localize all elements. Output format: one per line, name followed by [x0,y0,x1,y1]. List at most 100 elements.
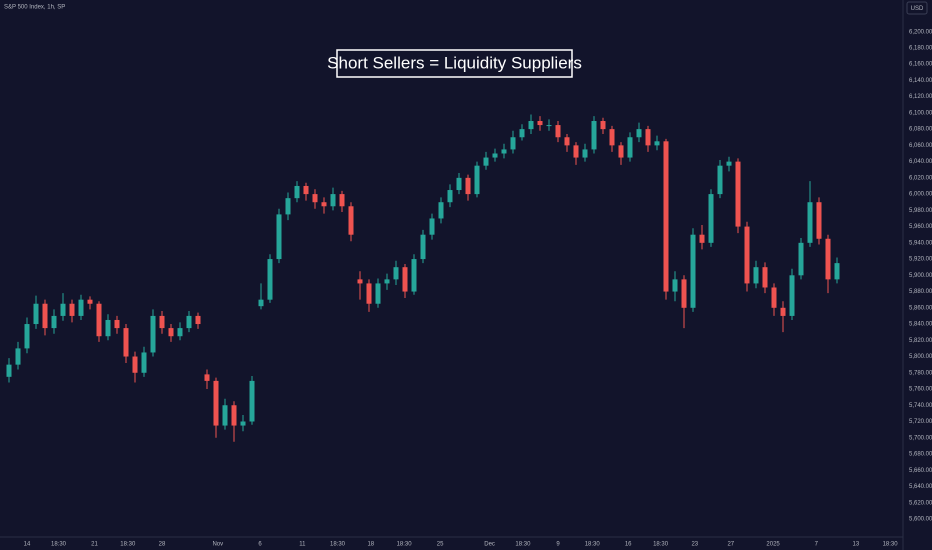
y-tick-label: 5,640.00 [909,484,932,490]
candle-body [159,315,165,329]
candle-body [465,177,471,195]
candle-body [384,279,390,284]
candle-body [123,328,129,357]
candle-body [834,263,840,280]
y-tick-label: 5,820.00 [909,338,932,344]
candle-body [105,319,111,337]
y-tick-label: 5,620.00 [909,500,932,506]
x-tick-label: 23 [691,542,698,548]
candle-body [258,299,264,307]
candle-body [168,328,174,337]
candle-body [141,352,147,373]
candle-body [348,206,354,235]
candle-body [645,129,651,146]
candle-body [753,267,759,284]
y-tick-label: 5,920.00 [909,257,932,263]
candle-body [807,202,813,243]
candle-body [114,319,120,329]
candle-body [204,374,210,381]
candle-body [708,194,714,243]
candle-body [762,267,768,288]
candle-body [618,145,624,158]
candle-body [699,234,705,243]
y-tick-label: 5,940.00 [909,240,932,246]
x-tick-label: 18:30 [51,542,67,548]
candle-body [591,121,597,150]
candle-body [249,380,255,422]
x-tick-label: 25 [437,542,444,548]
candle-body [402,267,408,292]
x-tick-label: 2025 [766,542,780,548]
candle-body [438,202,444,219]
candle-body [510,137,516,150]
candle-body [429,218,435,235]
candle-body [420,234,426,260]
x-tick-label: 28 [159,542,166,548]
x-tick-label: 14 [24,542,31,548]
y-tick-label: 5,880.00 [909,289,932,295]
candle-body [375,283,381,304]
candle-body [771,287,777,308]
candle-body [240,421,246,426]
candle-body [312,194,318,203]
y-tick-label: 5,840.00 [909,322,932,328]
candle-body [663,141,669,292]
candle-body [456,177,462,191]
y-tick-label: 6,100.00 [909,110,932,116]
candle-body [42,303,48,329]
candle-body [789,275,795,316]
symbol-header: S&P 500 Index, 1h, SP [4,5,65,11]
x-tick-label: 18 [367,542,374,548]
candle-body [672,279,678,292]
x-tick-label: 11 [299,542,306,548]
candle-body [798,242,804,276]
y-tick-label: 5,960.00 [909,224,932,230]
y-tick-label: 6,200.00 [909,29,932,35]
candle-body [51,315,57,329]
y-tick-label: 5,600.00 [909,517,932,523]
candle-body [627,137,633,158]
x-tick-label: 18:30 [883,542,899,548]
y-tick-label: 6,000.00 [909,192,932,198]
chart-title: Short Sellers = Liquidity Suppliers [327,53,582,72]
candle-body [96,303,102,337]
currency-box [906,1,928,15]
y-tick-label: 5,700.00 [909,435,932,441]
x-tick-label: 9 [556,542,560,548]
x-tick-label: Dec [484,542,495,548]
candle-body [294,185,300,199]
y-tick-label: 6,020.00 [909,175,932,181]
candle-body [474,165,480,195]
candle-body [393,267,399,280]
candle-body [690,234,696,308]
candle-body [735,161,741,227]
y-tick-label: 5,660.00 [909,468,932,474]
y-tick-label: 5,900.00 [909,273,932,279]
x-tick-label: 6 [258,542,262,548]
y-tick-label: 5,740.00 [909,403,932,409]
candle-body [726,161,732,166]
candle-body [78,299,84,316]
candle-body [33,303,39,325]
x-tick-label: 18:30 [585,542,601,548]
candle-body [816,202,822,239]
y-tick-label: 5,680.00 [909,452,932,458]
candle-body [60,303,66,316]
y-tick-label: 6,160.00 [909,62,932,68]
candle-body [600,121,606,130]
candle-body [492,153,498,158]
y-tick-label: 5,760.00 [909,387,932,393]
candle-body [177,328,183,337]
y-tick-label: 6,060.00 [909,143,932,149]
x-tick-label: 18:30 [515,542,531,548]
candle-body [231,405,237,426]
x-tick-label: 18:30 [120,542,136,548]
candle-body [573,145,579,158]
candle-body [330,194,336,207]
candle-body [132,356,138,373]
x-tick-label: 7 [815,542,819,548]
candle-body [15,348,21,365]
y-tick-label: 6,140.00 [909,78,932,84]
candle-body [303,185,309,195]
